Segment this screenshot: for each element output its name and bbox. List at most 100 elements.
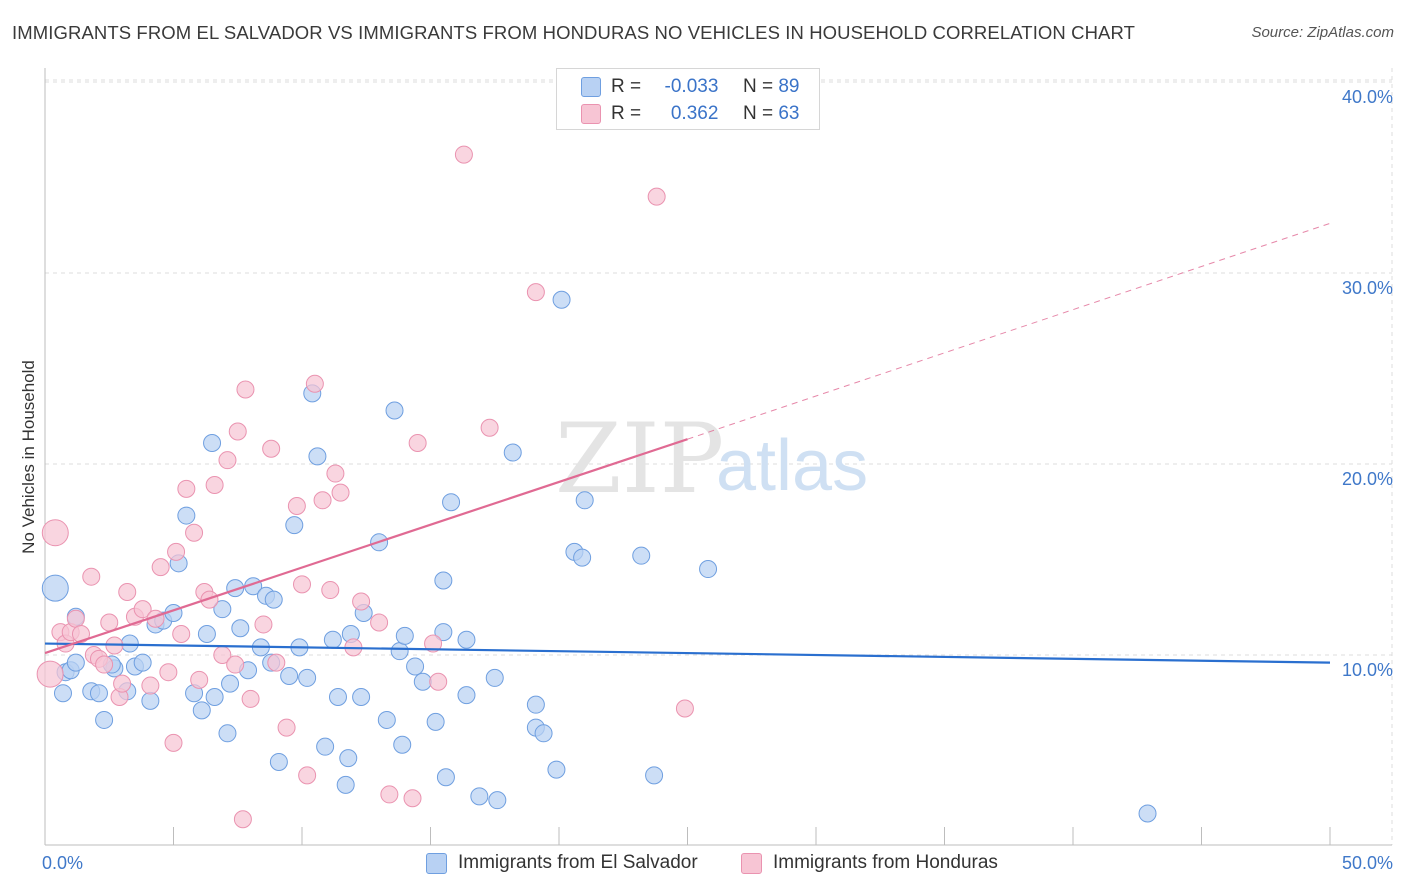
data-point-el-salvador	[316, 737, 335, 756]
data-point-honduras	[218, 451, 237, 470]
data-points	[36, 145, 1157, 829]
data-point-honduras	[313, 491, 332, 510]
data-point-honduras	[200, 590, 219, 609]
data-point-honduras	[403, 789, 422, 808]
data-point-el-salvador	[436, 768, 455, 787]
legend-n-label: N =	[742, 103, 774, 124]
data-point-el-salvador	[120, 634, 139, 653]
data-point-el-salvador	[339, 749, 358, 768]
data-point-honduras	[326, 464, 345, 483]
data-point-el-salvador	[406, 657, 425, 676]
legend-r-label: R =	[611, 103, 642, 124]
legend-label-el-salvador: Immigrants from El Salvador	[458, 852, 698, 873]
pink-swatch	[741, 853, 762, 874]
data-point-honduras	[164, 733, 183, 752]
data-point-honduras	[113, 674, 132, 693]
data-point-el-salvador	[485, 668, 504, 687]
data-point-honduras	[41, 519, 69, 547]
y-axis-label: No Vehicles in Household	[19, 360, 38, 554]
data-point-honduras	[228, 422, 247, 441]
x-tick-label: 0.0%	[42, 853, 83, 873]
data-point-honduras	[526, 283, 545, 302]
trend-line-el-salvador	[44, 642, 1331, 664]
data-point-honduras	[151, 558, 170, 577]
stats-legend: R = -0.033 N = 89 R = 0.362 N = 63	[556, 68, 820, 130]
tick-labels: 10.0% 20.0% 30.0% 40.0% 0.0% 50.0%	[42, 87, 1393, 873]
data-point-el-salvador	[503, 443, 522, 462]
data-point-el-salvador	[426, 712, 445, 731]
data-point-el-salvador	[41, 574, 69, 602]
data-point-honduras	[254, 615, 273, 634]
data-point-el-salvador	[323, 630, 342, 649]
data-point-honduras	[66, 609, 85, 628]
data-point-el-salvador	[390, 642, 409, 661]
data-point-el-salvador	[352, 688, 371, 707]
data-point-honduras	[167, 542, 186, 561]
trend-extension-honduras	[687, 222, 1331, 440]
data-point-el-salvador	[434, 571, 453, 590]
data-point-honduras	[159, 663, 178, 682]
data-point-honduras	[233, 810, 252, 829]
data-point-honduras	[226, 655, 245, 674]
data-point-honduras	[370, 613, 389, 632]
data-point-honduras	[408, 433, 427, 452]
data-point-el-salvador	[534, 724, 553, 743]
data-point-el-salvador	[488, 791, 507, 810]
y-tick-label: 30.0%	[1342, 278, 1393, 298]
data-point-honduras	[236, 380, 255, 399]
data-point-honduras	[185, 523, 204, 542]
data-point-honduras	[71, 624, 90, 643]
data-point-el-salvador	[213, 600, 232, 619]
data-point-el-salvador	[308, 447, 327, 466]
data-point-el-salvador	[470, 787, 489, 806]
data-point-honduras	[321, 581, 340, 600]
data-point-honduras	[95, 655, 114, 674]
data-point-el-salvador	[457, 630, 476, 649]
data-point-el-salvador	[197, 624, 216, 643]
data-point-el-salvador	[1138, 804, 1157, 823]
data-point-honduras	[287, 497, 306, 516]
legend-n-value: 63	[778, 103, 800, 124]
data-point-honduras	[190, 670, 209, 689]
data-point-el-salvador	[192, 701, 211, 720]
data-point-honduras	[647, 187, 666, 206]
data-point-honduras	[82, 567, 101, 586]
data-point-el-salvador	[218, 724, 237, 743]
data-point-el-salvador	[177, 506, 196, 525]
data-point-el-salvador	[547, 760, 566, 779]
data-point-el-salvador	[95, 710, 114, 729]
data-point-honduras	[118, 582, 137, 601]
data-point-el-salvador	[285, 516, 304, 535]
data-point-honduras	[352, 592, 371, 611]
data-point-el-salvador	[205, 688, 224, 707]
data-point-honduras	[205, 476, 224, 495]
data-point-honduras	[298, 766, 317, 785]
chart-source: Source: ZipAtlas.com	[1251, 24, 1394, 41]
data-point-el-salvador	[133, 653, 152, 672]
data-point-el-salvador	[269, 752, 288, 771]
data-point-el-salvador	[377, 710, 396, 729]
data-point-honduras	[454, 145, 473, 164]
data-point-honduras	[262, 439, 281, 458]
blue-swatch	[426, 853, 447, 874]
data-point-el-salvador	[442, 493, 461, 512]
data-point-honduras	[172, 624, 191, 643]
data-point-el-salvador	[526, 695, 545, 714]
data-point-honduras	[133, 600, 152, 619]
y-tick-label: 40.0%	[1342, 87, 1393, 107]
data-point-el-salvador	[434, 623, 453, 642]
legend-r-value: -0.033	[664, 76, 719, 97]
data-point-honduras	[277, 718, 296, 737]
data-point-el-salvador	[141, 691, 160, 710]
trend-lines	[44, 222, 1331, 664]
data-point-el-salvador	[645, 766, 664, 785]
data-point-el-salvador	[457, 686, 476, 705]
data-point-honduras	[293, 575, 311, 594]
data-point-el-salvador	[231, 619, 250, 638]
data-point-el-salvador	[226, 579, 245, 598]
data-point-el-salvador	[66, 653, 85, 672]
data-point-honduras	[331, 483, 350, 502]
data-point-honduras	[675, 699, 694, 718]
data-point-honduras	[141, 676, 160, 695]
data-point-el-salvador	[573, 548, 592, 567]
